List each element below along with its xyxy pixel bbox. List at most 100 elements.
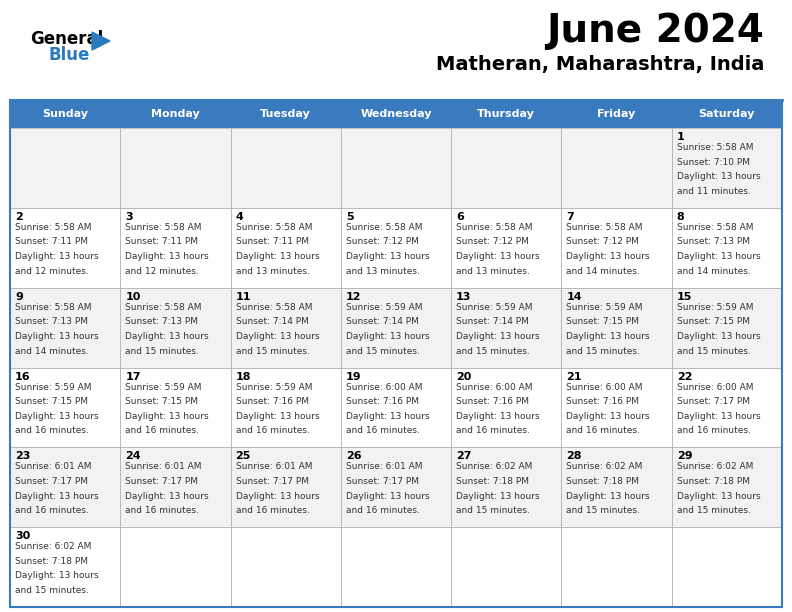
Bar: [451, 288, 562, 367]
Text: 6: 6: [456, 212, 464, 222]
Bar: [10, 288, 120, 367]
Text: and 16 minutes.: and 16 minutes.: [346, 427, 420, 435]
Text: Sunset: 7:16 PM: Sunset: 7:16 PM: [235, 397, 309, 406]
Text: 19: 19: [346, 371, 361, 381]
Text: 4: 4: [235, 212, 243, 222]
Bar: [672, 367, 782, 447]
Text: and 16 minutes.: and 16 minutes.: [125, 506, 199, 515]
Text: Sunrise: 6:02 AM: Sunrise: 6:02 AM: [15, 542, 91, 551]
Text: Sunrise: 6:02 AM: Sunrise: 6:02 AM: [676, 462, 753, 471]
Text: Sunrise: 5:59 AM: Sunrise: 5:59 AM: [125, 382, 202, 392]
Text: and 15 minutes.: and 15 minutes.: [456, 506, 530, 515]
Text: Tuesday: Tuesday: [261, 109, 311, 119]
Bar: [672, 527, 782, 607]
Bar: [120, 208, 230, 288]
Text: Daylight: 13 hours: Daylight: 13 hours: [125, 412, 209, 421]
Text: Sunset: 7:15 PM: Sunset: 7:15 PM: [676, 317, 750, 326]
Bar: [672, 208, 782, 288]
Text: Sunset: 7:11 PM: Sunset: 7:11 PM: [235, 237, 309, 247]
Text: Sunrise: 5:58 AM: Sunrise: 5:58 AM: [235, 303, 312, 312]
Text: Sunset: 7:17 PM: Sunset: 7:17 PM: [125, 477, 198, 486]
Bar: [672, 128, 782, 208]
Text: Wednesday: Wednesday: [360, 109, 432, 119]
Bar: [230, 100, 341, 128]
Text: and 16 minutes.: and 16 minutes.: [346, 506, 420, 515]
Text: Sunrise: 5:58 AM: Sunrise: 5:58 AM: [125, 223, 202, 232]
Text: Daylight: 13 hours: Daylight: 13 hours: [125, 491, 209, 501]
Text: Sunset: 7:16 PM: Sunset: 7:16 PM: [566, 397, 639, 406]
Text: 23: 23: [15, 451, 30, 461]
Text: Sunset: 7:17 PM: Sunset: 7:17 PM: [235, 477, 309, 486]
Text: Daylight: 13 hours: Daylight: 13 hours: [15, 572, 99, 580]
Text: Daylight: 13 hours: Daylight: 13 hours: [235, 332, 319, 341]
Text: Sunset: 7:17 PM: Sunset: 7:17 PM: [676, 397, 750, 406]
Text: Sunrise: 6:00 AM: Sunrise: 6:00 AM: [346, 382, 422, 392]
Text: and 14 minutes.: and 14 minutes.: [15, 346, 89, 356]
Bar: [341, 367, 451, 447]
Bar: [230, 288, 341, 367]
Text: and 11 minutes.: and 11 minutes.: [676, 187, 751, 196]
Text: 9: 9: [15, 292, 23, 302]
Text: Sunrise: 5:58 AM: Sunrise: 5:58 AM: [676, 223, 753, 232]
Text: Daylight: 13 hours: Daylight: 13 hours: [346, 491, 429, 501]
Text: Sunrise: 5:59 AM: Sunrise: 5:59 AM: [235, 382, 312, 392]
Text: Sunrise: 6:00 AM: Sunrise: 6:00 AM: [456, 382, 533, 392]
Bar: [451, 208, 562, 288]
Text: Daylight: 13 hours: Daylight: 13 hours: [676, 491, 760, 501]
Text: Friday: Friday: [597, 109, 636, 119]
Text: and 13 minutes.: and 13 minutes.: [235, 267, 310, 276]
Text: Saturday: Saturday: [699, 109, 755, 119]
Text: Daylight: 13 hours: Daylight: 13 hours: [15, 252, 99, 261]
Text: 2: 2: [15, 212, 23, 222]
Text: and 16 minutes.: and 16 minutes.: [235, 427, 310, 435]
Text: 24: 24: [125, 451, 141, 461]
Bar: [562, 128, 672, 208]
Bar: [10, 447, 120, 527]
Text: Sunrise: 6:00 AM: Sunrise: 6:00 AM: [566, 382, 643, 392]
Text: 22: 22: [676, 371, 692, 381]
Text: Sunrise: 5:59 AM: Sunrise: 5:59 AM: [676, 303, 753, 312]
Text: Daylight: 13 hours: Daylight: 13 hours: [566, 491, 650, 501]
Bar: [672, 288, 782, 367]
Polygon shape: [92, 32, 110, 50]
Text: Sunrise: 6:01 AM: Sunrise: 6:01 AM: [125, 462, 202, 471]
Bar: [672, 447, 782, 527]
Text: and 16 minutes.: and 16 minutes.: [456, 427, 530, 435]
Text: Sunset: 7:13 PM: Sunset: 7:13 PM: [676, 237, 750, 247]
Text: Sunrise: 5:59 AM: Sunrise: 5:59 AM: [456, 303, 533, 312]
Text: and 16 minutes.: and 16 minutes.: [15, 427, 89, 435]
Bar: [230, 527, 341, 607]
Text: Sunrise: 6:01 AM: Sunrise: 6:01 AM: [235, 462, 312, 471]
Text: and 15 minutes.: and 15 minutes.: [676, 506, 751, 515]
Text: Sunrise: 5:59 AM: Sunrise: 5:59 AM: [15, 382, 92, 392]
Text: 11: 11: [235, 292, 251, 302]
Text: 15: 15: [676, 292, 692, 302]
Text: Daylight: 13 hours: Daylight: 13 hours: [235, 491, 319, 501]
Text: Sunrise: 5:58 AM: Sunrise: 5:58 AM: [15, 303, 92, 312]
Text: 30: 30: [15, 531, 30, 541]
Bar: [120, 447, 230, 527]
Text: Sunset: 7:15 PM: Sunset: 7:15 PM: [566, 317, 639, 326]
Text: Sunset: 7:13 PM: Sunset: 7:13 PM: [125, 317, 198, 326]
Bar: [341, 128, 451, 208]
Bar: [451, 367, 562, 447]
Text: 29: 29: [676, 451, 692, 461]
Text: Sunrise: 5:58 AM: Sunrise: 5:58 AM: [235, 223, 312, 232]
Text: Daylight: 13 hours: Daylight: 13 hours: [235, 412, 319, 421]
Text: Thursday: Thursday: [478, 109, 535, 119]
Text: Sunrise: 6:01 AM: Sunrise: 6:01 AM: [15, 462, 92, 471]
Text: 1: 1: [676, 132, 684, 142]
Text: 17: 17: [125, 371, 141, 381]
Text: Sunday: Sunday: [42, 109, 88, 119]
Text: Sunset: 7:17 PM: Sunset: 7:17 PM: [346, 477, 419, 486]
Text: Monday: Monday: [151, 109, 200, 119]
Bar: [10, 527, 120, 607]
Text: Sunset: 7:12 PM: Sunset: 7:12 PM: [456, 237, 529, 247]
Text: and 14 minutes.: and 14 minutes.: [676, 267, 751, 276]
Text: Daylight: 13 hours: Daylight: 13 hours: [676, 412, 760, 421]
Text: Sunset: 7:18 PM: Sunset: 7:18 PM: [456, 477, 529, 486]
Bar: [451, 527, 562, 607]
Bar: [120, 128, 230, 208]
Bar: [341, 100, 451, 128]
Bar: [230, 367, 341, 447]
